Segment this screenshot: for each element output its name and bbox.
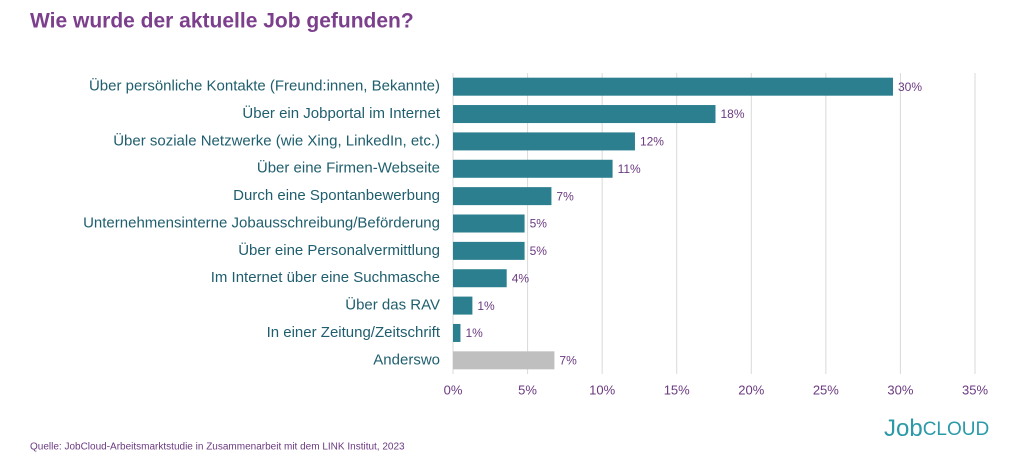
- x-tick-label: 15%: [664, 382, 690, 397]
- bar: [453, 241, 525, 260]
- y-tick-label: Über ein Jobportal im Internet: [242, 104, 440, 122]
- logo-job: Job: [884, 415, 923, 442]
- logo-cloud: CLOUD: [923, 419, 990, 440]
- bar: [453, 296, 473, 315]
- source: Quelle: JobCloud-Arbeitsmarktstudie in Z…: [30, 442, 405, 453]
- y-tick-label: Unternehmensinterne Jobausschreibung/Bef…: [83, 214, 440, 231]
- bar: [453, 159, 613, 178]
- y-tick-label: Durch eine Spontanbewerbung: [233, 187, 440, 204]
- y-tick-label: Über das RAV: [345, 296, 440, 314]
- x-tick-label: 10%: [589, 382, 615, 397]
- value-label: 18%: [720, 107, 744, 121]
- x-tick-label: 5%: [518, 382, 537, 397]
- x-tick-label: 20%: [738, 382, 764, 397]
- y-tick-label: Über eine Personalvermittlung: [238, 241, 440, 259]
- y-tick-label: Über eine Firmen-Webseite: [257, 159, 440, 177]
- chart-title: Wie wurde der aktuelle Job gefunden?: [30, 10, 414, 33]
- bar: [453, 105, 716, 124]
- value-label: 5%: [530, 217, 548, 231]
- x-tick-label: 30%: [887, 382, 913, 397]
- value-label: 1%: [465, 326, 483, 340]
- bar: [453, 187, 552, 206]
- value-label: 5%: [530, 244, 548, 258]
- value-label: 30%: [898, 80, 922, 94]
- y-tick-label: Anderswo: [373, 351, 440, 368]
- x-tick-label: 35%: [962, 382, 988, 397]
- value-label: 4%: [512, 271, 530, 285]
- x-tick-label: 25%: [813, 382, 839, 397]
- value-label: 1%: [477, 299, 495, 313]
- value-label: 12%: [640, 135, 664, 149]
- bar: [453, 132, 635, 151]
- x-tick-label: 0%: [444, 382, 463, 397]
- value-label: 7%: [559, 353, 577, 367]
- logo: JobCLOUD: [884, 415, 989, 442]
- y-tick-label: In einer Zeitung/Zeitschrift: [267, 324, 441, 341]
- y-tick-label: Über persönliche Kontakte (Freund:innen,…: [89, 77, 440, 95]
- bar: [453, 269, 507, 288]
- bar: [453, 351, 555, 370]
- bar: [453, 323, 461, 342]
- y-tick-label: Im Internet über eine Suchmasche: [211, 269, 440, 286]
- y-tick-label: Über soziale Netzwerke (wie Xing, Linked…: [113, 131, 440, 149]
- bar: [453, 214, 525, 233]
- value-label: 7%: [556, 189, 574, 203]
- bar: [453, 77, 893, 96]
- value-label: 11%: [618, 162, 641, 176]
